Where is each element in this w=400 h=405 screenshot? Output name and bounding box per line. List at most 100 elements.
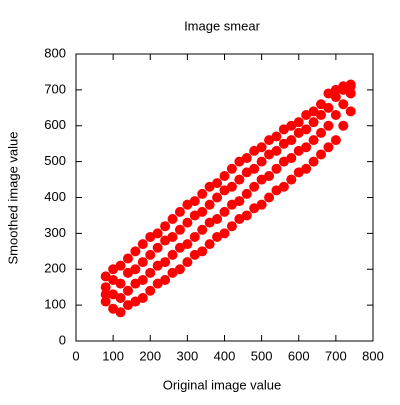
y-axis-label: Smoothed image value — [5, 132, 20, 265]
point — [219, 206, 230, 217]
point — [241, 188, 252, 199]
point — [323, 102, 334, 113]
point — [226, 221, 237, 232]
point — [330, 84, 341, 95]
point — [286, 153, 297, 164]
point — [271, 163, 282, 174]
point — [330, 92, 341, 103]
point — [174, 242, 185, 253]
point — [308, 135, 319, 146]
point — [189, 231, 200, 242]
point — [323, 142, 334, 153]
point — [323, 88, 334, 99]
point — [226, 163, 237, 174]
point — [345, 79, 356, 90]
point — [293, 127, 304, 138]
x-axis-label: Original image value — [163, 377, 282, 392]
point — [338, 120, 349, 131]
point — [345, 88, 356, 99]
point — [241, 210, 252, 221]
point — [130, 296, 141, 307]
y-tick-label: 200 — [44, 261, 66, 276]
point — [145, 249, 156, 260]
point — [234, 196, 245, 207]
point — [264, 135, 275, 146]
point — [278, 156, 289, 167]
point — [316, 127, 327, 138]
point — [212, 178, 223, 189]
point — [219, 185, 230, 196]
point — [234, 174, 245, 185]
point — [160, 221, 171, 232]
x-tick-label: 500 — [251, 348, 273, 363]
point — [264, 170, 275, 181]
point — [204, 181, 215, 192]
point — [122, 285, 133, 296]
point — [189, 196, 200, 207]
x-tick-label: 100 — [102, 348, 124, 363]
point — [301, 142, 312, 153]
point — [152, 260, 163, 271]
point — [308, 117, 319, 128]
point — [108, 289, 119, 300]
point — [182, 257, 193, 268]
point — [100, 282, 111, 293]
point — [286, 135, 297, 146]
point — [197, 224, 208, 235]
point — [219, 170, 230, 181]
point — [122, 300, 133, 311]
point — [182, 239, 193, 250]
point — [108, 275, 119, 286]
point — [219, 228, 230, 239]
point — [115, 278, 126, 289]
point — [241, 167, 252, 178]
point — [130, 264, 141, 275]
y-tick-label: 700 — [44, 81, 66, 96]
point — [293, 167, 304, 178]
point — [108, 303, 119, 314]
point — [212, 214, 223, 225]
point — [249, 203, 260, 214]
point — [286, 120, 297, 131]
point — [197, 246, 208, 257]
point — [330, 135, 341, 146]
x-tick-label: 700 — [325, 348, 347, 363]
x-tick-label: 800 — [362, 348, 384, 363]
point — [167, 249, 178, 260]
point — [226, 199, 237, 210]
point — [137, 239, 148, 250]
point — [122, 267, 133, 278]
point — [316, 109, 327, 120]
y-tick-label: 0 — [59, 332, 66, 347]
y-tick-label: 100 — [44, 297, 66, 312]
point — [316, 149, 327, 160]
point — [182, 199, 193, 210]
point — [167, 231, 178, 242]
point — [152, 228, 163, 239]
point — [308, 156, 319, 167]
point — [174, 264, 185, 275]
point — [212, 192, 223, 203]
point — [174, 206, 185, 217]
point — [167, 214, 178, 225]
point — [286, 174, 297, 185]
point — [167, 267, 178, 278]
point — [345, 106, 356, 117]
point — [301, 124, 312, 135]
point — [204, 239, 215, 250]
point — [323, 120, 334, 131]
point — [256, 174, 267, 185]
point — [212, 231, 223, 242]
y-tick-label: 400 — [44, 189, 66, 204]
point — [189, 210, 200, 221]
point — [271, 131, 282, 142]
point — [278, 124, 289, 135]
point — [137, 275, 148, 286]
y-tick-label: 300 — [44, 225, 66, 240]
point — [160, 235, 171, 246]
point — [264, 192, 275, 203]
point — [108, 264, 119, 275]
point — [256, 156, 267, 167]
y-tick-label: 800 — [44, 45, 66, 60]
point — [122, 253, 133, 264]
